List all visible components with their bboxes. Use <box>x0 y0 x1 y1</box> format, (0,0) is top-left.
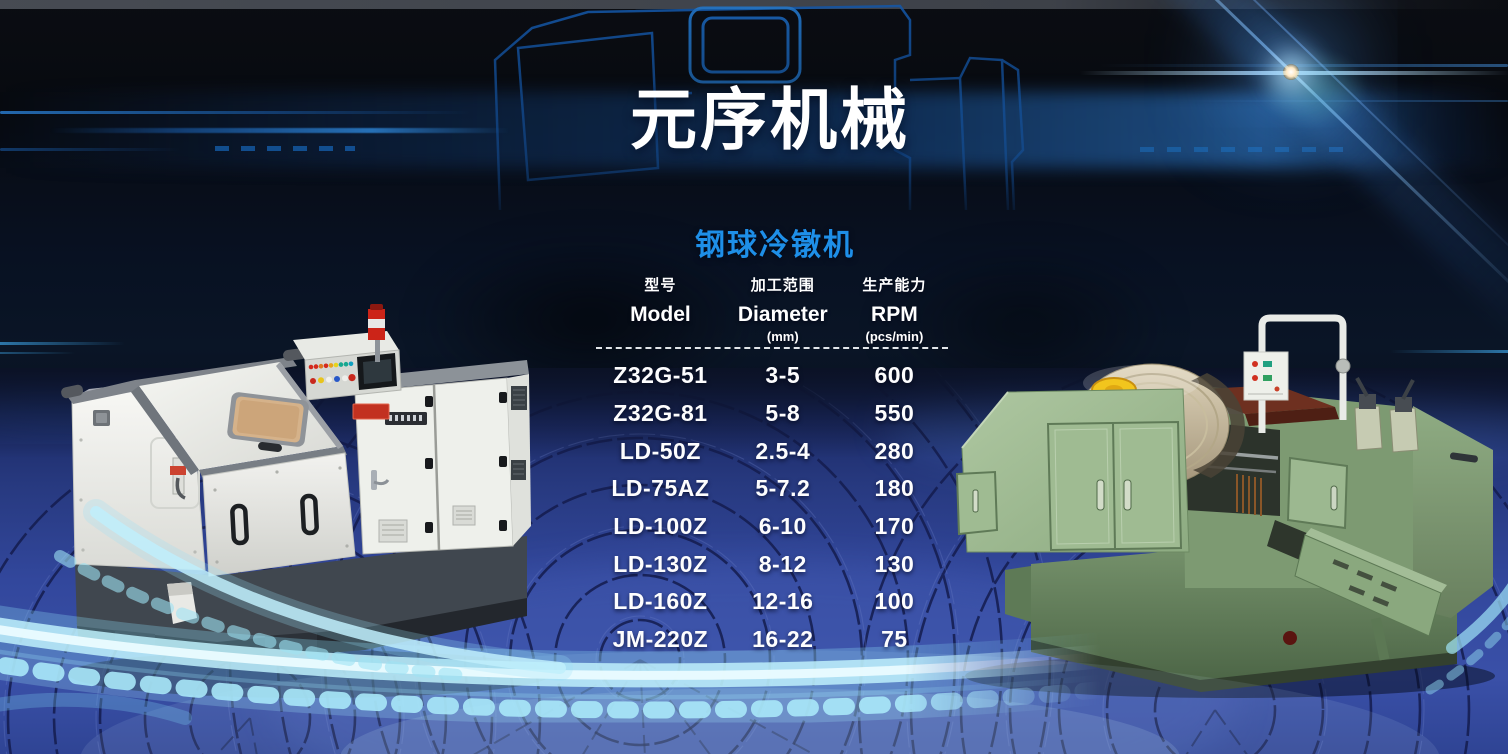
pendant-control-box <box>1243 351 1289 401</box>
cell-model: JM-220Z <box>612 626 709 653</box>
spec-table-row: LD-100Z 6-10 170 <box>592 508 952 546</box>
spec-table-row: Z32G-81 5-8 550 <box>592 395 952 433</box>
col-model-zh: 型号 <box>644 277 677 294</box>
lens-flare-halo <box>1258 48 1368 128</box>
spec-table-row: LD-160Z 12-16 100 <box>592 583 952 621</box>
clamp-tools <box>1354 377 1419 453</box>
page-title: 元序机械 <box>630 83 910 158</box>
cell-diameter: 8-12 <box>758 550 807 577</box>
door-handle <box>1123 479 1132 511</box>
cell-diameter: 5-8 <box>765 400 801 427</box>
spec-table-row: LD-50Z 2.5-4 280 <box>592 432 952 470</box>
double-doors <box>1046 420 1183 552</box>
cabinet-vent <box>452 505 476 526</box>
col-model-en: Model <box>630 303 691 326</box>
dash-pattern <box>1140 147 1350 152</box>
base-port <box>1283 631 1297 645</box>
col-rpm-en: RPM <box>871 303 918 326</box>
cell-rpm: 600 <box>874 362 915 389</box>
col-model-unit <box>592 329 729 345</box>
cell-rpm: 75 <box>881 626 908 653</box>
col-rpm: 生产能力 RPM (pcs/min) <box>837 274 952 345</box>
cell-diameter: 5-7.2 <box>755 475 811 502</box>
col-diameter: 加工范围 Diameter (mm) <box>729 274 837 345</box>
top-edge-strip <box>0 0 1508 9</box>
cabinet-vent <box>378 519 408 543</box>
access-door <box>1286 456 1349 530</box>
cell-diameter: 3-5 <box>765 362 801 389</box>
cell-rpm: 170 <box>874 513 915 540</box>
belt-groove <box>1191 373 1245 478</box>
access-door-handle <box>1330 485 1338 511</box>
section-subtitle: 钢球冷镦机 <box>695 229 855 262</box>
horizon-glow-line <box>1390 350 1508 353</box>
cell-diameter: 2.5-4 <box>755 437 811 464</box>
cell-diameter: 12-16 <box>752 588 814 615</box>
col-rpm-unit: (pcs/min) <box>865 329 924 344</box>
rear-handle <box>1449 452 1478 463</box>
cell-model: LD-50Z <box>619 437 701 464</box>
cell-rpm: 130 <box>874 550 915 577</box>
door-handle <box>1096 479 1105 511</box>
horizon-glow-line <box>0 352 75 354</box>
cold-heading-machine-green-photo <box>955 314 1495 698</box>
pipe-frame <box>1258 314 1347 433</box>
pipe-knob <box>1335 358 1351 374</box>
copper-coils <box>1236 474 1262 516</box>
spec-table-row: LD-75AZ 5-7.2 180 <box>592 470 952 508</box>
light-streak <box>0 148 180 151</box>
light-streak <box>1100 64 1508 67</box>
cell-model: Z32G-81 <box>613 400 708 427</box>
spec-table-row: Z32G-51 3-5 600 <box>592 357 952 395</box>
cabinet-key-latch <box>371 470 377 490</box>
col-diameter-en: Diameter <box>737 303 828 326</box>
horizon-glow-line <box>0 342 125 345</box>
spec-table-row: LD-130Z 8-12 130 <box>592 545 952 583</box>
rear-panel <box>1413 406 1493 618</box>
cold-heading-machine-white-photo <box>61 304 550 698</box>
warning-label <box>352 403 390 420</box>
cell-model: Z32G-51 <box>613 362 708 389</box>
cell-model: LD-100Z <box>613 513 708 540</box>
cell-model: LD-160Z <box>613 588 708 615</box>
light-streak <box>50 128 510 133</box>
lens-flare-icon <box>1283 64 1299 80</box>
cell-model: LD-130Z <box>613 550 708 577</box>
light-streak <box>1180 100 1508 102</box>
hood-handle <box>258 442 282 452</box>
col-diameter-zh: 加工范围 <box>750 277 815 294</box>
col-model: 型号 Model <box>592 274 729 345</box>
machine-hood <box>131 362 347 479</box>
light-streak <box>0 111 470 114</box>
blueprint-machine-wireframe-icon <box>493 4 1025 211</box>
hood-window <box>227 392 309 447</box>
dash-pattern <box>215 146 355 151</box>
col-rpm-zh: 生产能力 <box>862 277 927 294</box>
cell-diameter: 6-10 <box>758 513 807 540</box>
signal-beacon-icon <box>368 304 385 362</box>
spec-table-row: JM-220Z 16-22 75 <box>592 621 952 659</box>
cell-rpm: 100 <box>874 588 915 615</box>
table-divider <box>596 347 948 349</box>
col-diameter-unit: (mm) <box>766 329 799 344</box>
cell-diameter: 16-22 <box>752 626 814 653</box>
spec-table-header: 型号 Model 加工范围 Diameter (mm) 生产能力 RPM (pc… <box>592 274 952 345</box>
cell-rpm: 180 <box>874 475 915 502</box>
cell-rpm: 550 <box>874 400 915 427</box>
latch-red-handle <box>170 466 186 475</box>
cell-model: LD-75AZ <box>611 475 710 502</box>
cell-rpm: 280 <box>874 437 915 464</box>
spec-table-body: Z32G-51 3-5 600 Z32G-81 5-8 550 LD-50Z 2… <box>592 357 952 659</box>
small-door <box>955 470 999 536</box>
side-panel <box>955 388 1190 553</box>
